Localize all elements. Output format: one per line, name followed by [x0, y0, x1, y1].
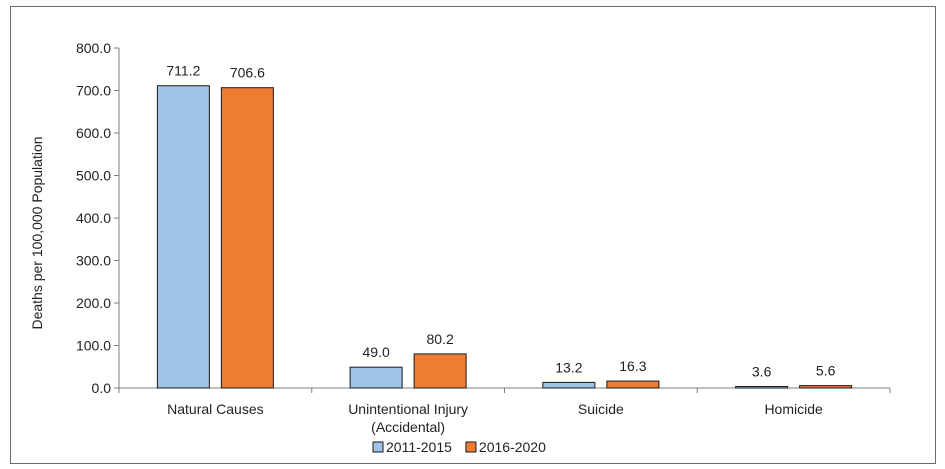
y-axis-title: Deaths per 100,000 Population	[29, 136, 45, 329]
bar	[606, 380, 660, 389]
legend-label: 2016-2020	[479, 439, 546, 455]
plot-area: 0.0 100.0 200.0 300.0 400.0 500.0 600.0 700.0 80…	[76, 40, 891, 435]
bar	[799, 385, 853, 389]
category-label: Unintentional Injury	[348, 401, 468, 417]
chart-frame: Deaths per 100,000 Population 0.0 100.0 20…	[10, 6, 936, 464]
y-tick-label: 800.0	[76, 40, 111, 56]
y-tick-label: 100.0	[76, 338, 111, 354]
data-label: 3.6	[752, 363, 772, 379]
bar-chart: Deaths per 100,000 Population 0.0 100.0 20…	[29, 40, 891, 455]
bar	[413, 353, 467, 389]
bar	[349, 366, 403, 389]
data-label: 80.2	[427, 331, 454, 347]
category-label: Natural Causes	[167, 401, 264, 417]
y-tick-label: 600.0	[76, 125, 111, 141]
legend-label: 2011-2015	[386, 439, 452, 455]
y-tick-label: 700.0	[76, 83, 111, 99]
category-label: Suicide	[578, 401, 624, 417]
data-label: 5.6	[816, 363, 836, 379]
bar	[735, 385, 789, 389]
legend-swatch	[465, 441, 477, 453]
y-tick-label: 300.0	[76, 253, 111, 269]
data-label: 706.6	[230, 65, 265, 81]
category-label: Homicide	[764, 401, 823, 417]
y-tick-label: 500.0	[76, 168, 111, 184]
y-tick-label: 200.0	[76, 295, 111, 311]
data-label: 711.2	[166, 63, 200, 79]
bar	[542, 381, 596, 389]
data-label: 49.0	[363, 344, 390, 360]
legend-swatch	[372, 441, 384, 453]
y-tick-label: 400.0	[76, 210, 111, 226]
data-label: 13.2	[555, 359, 582, 375]
bar	[156, 85, 210, 389]
data-label: 16.3	[619, 358, 646, 374]
category-label: (Accidental)	[371, 419, 445, 435]
legend: 2011-2015 2016-2020	[372, 439, 546, 455]
bar	[220, 87, 274, 389]
y-tick-label: 0.0	[92, 380, 112, 396]
